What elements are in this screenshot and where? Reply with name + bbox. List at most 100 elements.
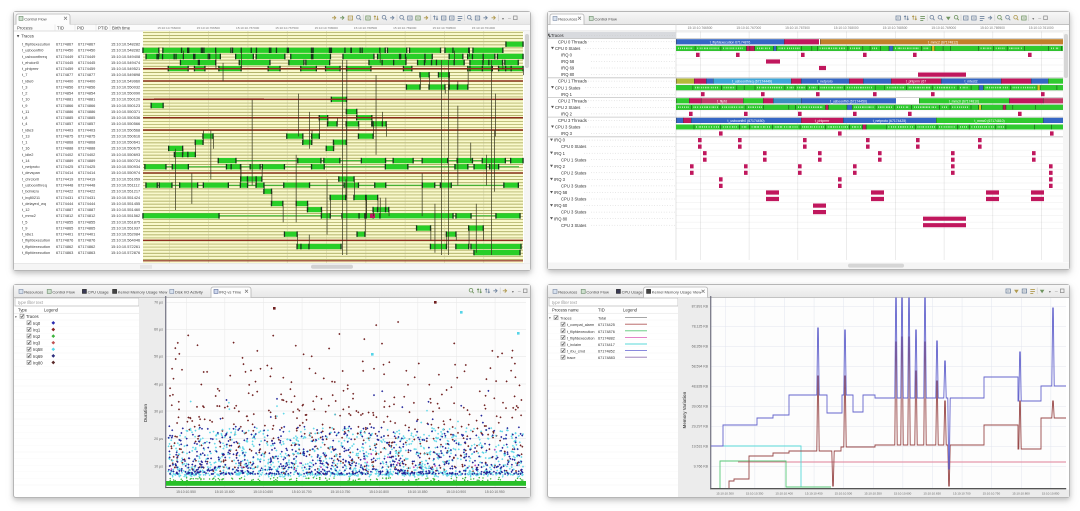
svg-text:t_chrclor0: t_chrclor0	[22, 176, 40, 181]
svg-text:CPU 3 Threads: CPU 3 Threads	[558, 118, 587, 123]
svg-text:67174449: 67174449	[78, 54, 95, 59]
svg-text:▾: ▾	[512, 289, 514, 294]
svg-text:58,594 KB: 58,594 KB	[692, 365, 709, 369]
svg-text:15:10:10.550675: 15:10:10.550675	[111, 146, 140, 151]
svg-text:Irq80: Irq80	[33, 360, 43, 365]
svg-text:67174856: 67174856	[78, 84, 95, 89]
svg-text:CPU 0 Threads: CPU 0 Threads	[558, 39, 587, 44]
svg-text:t_netproto: t_netproto	[22, 164, 40, 169]
svg-text:t_compat_alarm: t_compat_alarm	[567, 323, 594, 327]
svg-text:67174876: 67174876	[598, 330, 615, 334]
svg-text:t_ehciori0: t_ehciori0	[22, 60, 40, 65]
svg-text:IRQ 80: IRQ 80	[554, 216, 568, 221]
svg-text:t_irq80211: t_irq80211	[22, 195, 40, 200]
svg-text:t_8: t_8	[22, 115, 27, 120]
svg-text:67174886: 67174886	[78, 109, 95, 114]
svg-text:67174866: 67174866	[78, 103, 95, 108]
svg-text:▶: ▶	[549, 34, 552, 38]
svg-text:15:10:10.768000: 15:10:10.768000	[315, 26, 339, 30]
svg-text:t_idle3: t_idle3	[22, 127, 33, 132]
svg-text:15:10:10.550032: 15:10:10.550032	[111, 84, 140, 89]
svg-text:Birth time: Birth time	[112, 25, 131, 30]
svg-text:Disk I/O Activity: Disk I/O Activity	[175, 290, 203, 295]
svg-text:67174856: 67174856	[56, 84, 73, 89]
svg-text:Kernel Memory Usage View: Kernel Memory Usage View	[652, 290, 702, 295]
svg-text:t_flipfdexecution: t_flipfdexecution	[22, 250, 50, 255]
svg-text:60 µs: 60 µs	[154, 328, 163, 332]
svg-text:67174812: 67174812	[78, 213, 95, 218]
svg-text:t_mtest2: t_mtest2	[964, 80, 977, 84]
svg-text:IRQ 3: IRQ 3	[561, 131, 573, 136]
svg-text:67174885: 67174885	[78, 115, 95, 120]
svg-text:Irq3: Irq3	[33, 341, 41, 346]
svg-text:67174866: 67174866	[56, 103, 73, 108]
svg-text:t_flipfdexecution: t_flipfdexecution	[567, 336, 594, 340]
svg-text:67174855: 67174855	[78, 219, 95, 224]
svg-text:t_5: t_5	[22, 219, 27, 224]
svg-text:PTID: PTID	[98, 25, 108, 30]
svg-text:t_usboonthreq: t_usboonthreq	[22, 183, 47, 188]
svg-text:t_mmc0 (67174810): t_mmc0 (67174810)	[949, 99, 979, 103]
svg-text:15:10:10.300: 15:10:10.300	[716, 491, 734, 495]
svg-text:▾: ▾	[549, 316, 551, 320]
svg-text:15:10:10.550693: 15:10:10.550693	[111, 152, 140, 157]
svg-text:67174857: 67174857	[78, 121, 95, 126]
svg-text:67174450: 67174450	[56, 48, 74, 53]
svg-text:Type: Type	[18, 308, 28, 313]
svg-text:IRQ 69: IRQ 69	[561, 66, 575, 71]
svg-text:15:10:10.551112: 15:10:10.551112	[111, 183, 140, 188]
svg-text:Legend: Legend	[623, 308, 638, 313]
svg-text:50 µs: 50 µs	[154, 355, 163, 359]
svg-text:15:10:10.551424: 15:10:10.551424	[111, 195, 141, 200]
svg-text:IRQ 2: IRQ 2	[561, 112, 573, 117]
svg-text:15:10:10.800: 15:10:10.800	[369, 490, 389, 494]
svg-text:67174876: 67174876	[56, 238, 73, 243]
svg-text:t_flipfdexecution 67174876: t_flipfdexecution 67174876	[710, 40, 751, 44]
svg-text:▾: ▾	[1049, 289, 1051, 294]
svg-text:15:10:10.550: 15:10:10.550	[864, 491, 882, 495]
svg-text:67174450: 67174450	[78, 48, 96, 53]
svg-text:▾: ▾	[502, 16, 504, 21]
svg-text:15:10:10.549408: 15:10:10.549408	[111, 54, 140, 59]
svg-text:15:10:10.769000: 15:10:10.769000	[393, 26, 417, 30]
svg-text:15:10:10.549521: 15:10:10.549521	[111, 66, 140, 71]
svg-text:67174875: 67174875	[78, 133, 95, 138]
svg-text:t_idle1: t_idle1	[22, 232, 33, 237]
svg-text:20 µs: 20 µs	[154, 437, 163, 441]
svg-text:▾: ▾	[1032, 16, 1034, 21]
svg-text:t_delayed_wq: t_delayed_wq	[22, 201, 46, 206]
svg-text:Control Flow: Control Flow	[24, 17, 47, 22]
svg-text:67174431: 67174431	[78, 195, 95, 200]
svg-text:15:10:10.767500: 15:10:10.767500	[275, 26, 299, 30]
svg-text:15:10:10.766500: 15:10:10.766500	[688, 26, 713, 30]
svg-text:CPU Usage: CPU Usage	[88, 290, 110, 295]
svg-text:67174867: 67174867	[78, 42, 95, 47]
svg-text:68,359 KB: 68,359 KB	[692, 345, 709, 349]
svg-text:15:10:10.450: 15:10:10.450	[805, 491, 823, 495]
svg-text:48,828 KB: 48,828 KB	[692, 385, 709, 389]
svg-text:IRQ 58: IRQ 58	[561, 59, 575, 64]
svg-text:67174889: 67174889	[78, 158, 95, 163]
svg-text:15:10:10.551460: 15:10:10.551460	[111, 207, 141, 212]
svg-text:15:10:10.550536: 15:10:10.550536	[111, 115, 140, 120]
svg-text:15:10:10.769500: 15:10:10.769500	[980, 26, 1005, 30]
svg-text:Total: Total	[598, 317, 606, 321]
svg-text:TID: TID	[598, 308, 605, 313]
svg-text:t_usboonthreq (67174449): t_usboonthreq (67174449)	[732, 80, 772, 84]
svg-text:t_usboonfh0 (67174450): t_usboonfh0 (67174450)	[727, 119, 764, 123]
svg-text:15:10:10.767500: 15:10:10.767500	[785, 26, 810, 30]
svg-text:15:10:10.548282: 15:10:10.548282	[111, 48, 140, 53]
svg-text:t_flipfdexecution: t_flipfdexecution	[567, 330, 594, 334]
svg-text:87,891 KB: 87,891 KB	[692, 305, 709, 309]
svg-text:t_flipfdexecution: t_flipfdexecution	[22, 244, 50, 249]
svg-text:67174401: 67174401	[78, 232, 95, 237]
svg-text:IRQ 3: IRQ 3	[554, 177, 566, 182]
svg-text:15:10:10.551059: 15:10:10.551059	[111, 176, 140, 181]
svg-text:67174887: 67174887	[78, 207, 95, 212]
svg-text:Control Flow: Control Flow	[586, 290, 609, 295]
svg-text:t_netproto (67174425): t_netproto (67174425)	[873, 119, 907, 123]
svg-text:CPU 1 Threads: CPU 1 Threads	[558, 79, 587, 84]
svg-text:67174877: 67174877	[56, 72, 73, 77]
svg-text:67174867: 67174867	[56, 42, 73, 47]
svg-text:67174417: 67174417	[598, 343, 615, 347]
